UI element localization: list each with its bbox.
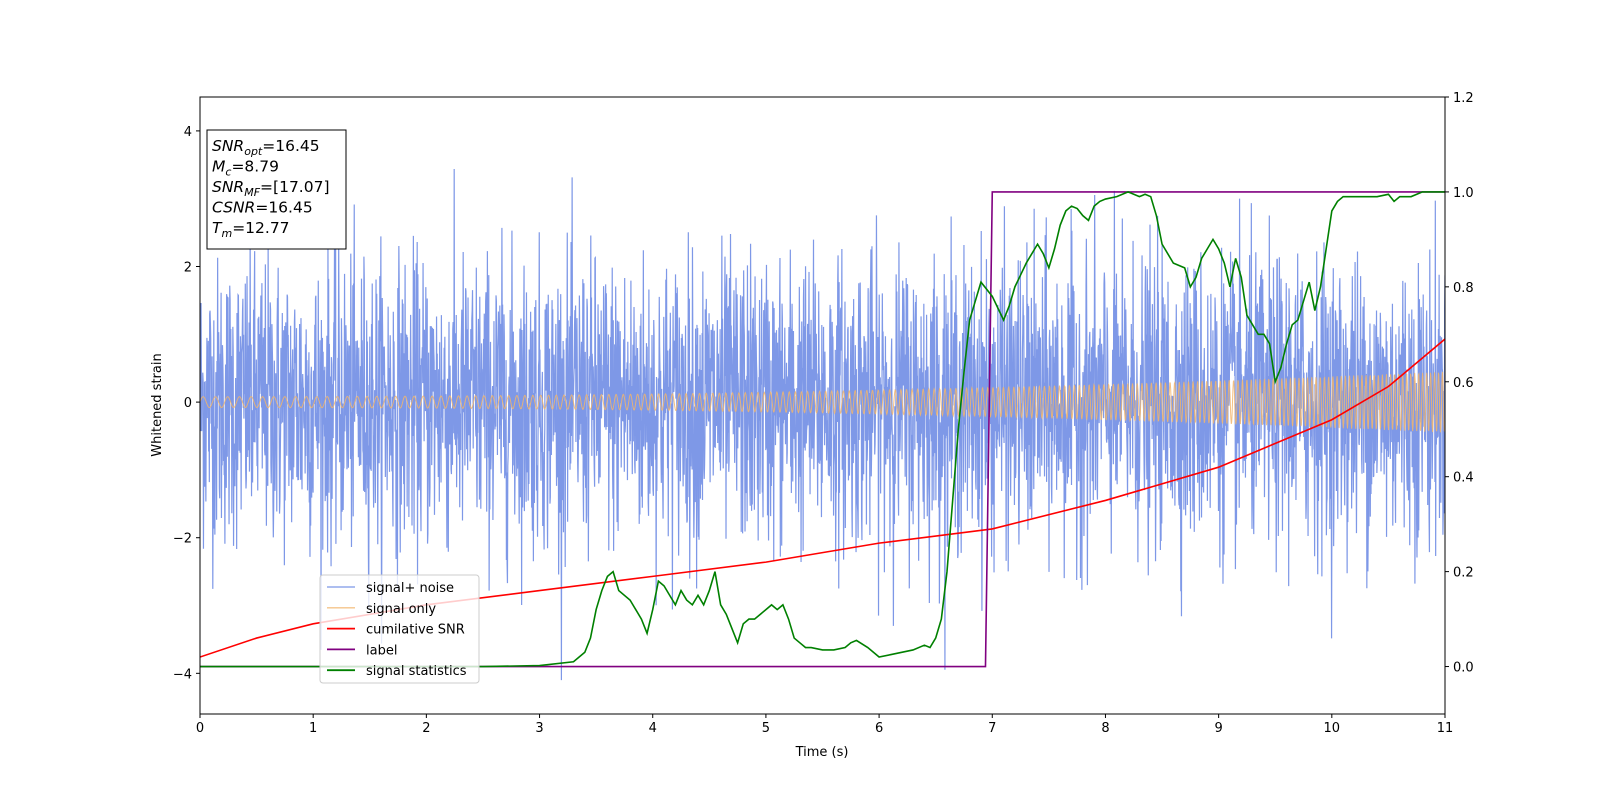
y2-tick-label: 0.2 (1453, 566, 1474, 581)
series-line-signal-statistics (200, 191, 1445, 668)
annotation-value: =16.45 (255, 199, 312, 217)
legend-label: signal statistics (366, 664, 467, 679)
legend-label: signal only (366, 602, 436, 617)
annotation-frame (206, 129, 347, 250)
y2-tick-label: 0.4 (1453, 471, 1474, 486)
x-tick-label: 4 (649, 721, 657, 736)
x-axis-label: Time (s) (795, 745, 849, 760)
annotation-symbol: CSNR (212, 199, 255, 217)
annotation-value: =12.77 (232, 219, 289, 237)
y-tick-label: 4 (184, 125, 192, 140)
x-tick-label: 9 (1214, 721, 1222, 736)
x-tick-label: 1 (309, 721, 317, 736)
annotation-value: =[17.07] (260, 178, 329, 196)
y-axis-left: −4 −2 0 2 4 (173, 125, 200, 682)
annotation-line: SNRMF=[17.07] (212, 178, 330, 199)
x-tick-label: 6 (875, 721, 883, 736)
snr-annotation-box: SNRopt=16.45Mc=8.79SNRMF=[17.07]CSNR=16.… (206, 129, 347, 250)
y2-tick-label: 0.6 (1453, 376, 1474, 391)
x-axis: 0 1 2 3 4 5 6 7 8 9 10 11 (196, 714, 1453, 736)
y-tick-label: 2 (184, 261, 192, 276)
annotation-value: =8.79 (231, 158, 279, 176)
annotation-subscript: opt (244, 145, 263, 158)
legend: signal+ noise signal only cumilative SNR la… (319, 574, 480, 684)
y2-tick-label: 1.2 (1453, 91, 1474, 106)
annotation-subscript: m (221, 227, 232, 240)
annotation-subscript: MF (244, 186, 260, 199)
x-tick-label: 10 (1324, 721, 1341, 736)
annotation-value: =16.45 (262, 137, 319, 155)
y2-tick-label: 1.0 (1453, 186, 1474, 201)
annotation-line: CSNR=16.45 (212, 199, 313, 217)
x-tick-label: 7 (988, 721, 996, 736)
legend-label: signal+ noise (366, 581, 454, 596)
x-tick-label: 5 (762, 721, 770, 736)
y2-tick-label: 0.8 (1453, 281, 1474, 296)
plot-frame (199, 96, 1446, 715)
x-tick-label: 8 (1101, 721, 1109, 736)
x-tick-label: 3 (535, 721, 543, 736)
annotation-subscript: c (225, 166, 231, 179)
annotation-line: Tm=12.77 (212, 219, 290, 240)
x-tick-label: 0 (196, 721, 204, 736)
annotation-symbol: SNR (212, 137, 244, 155)
series-line-label (200, 191, 1445, 668)
annotation-symbol: T (212, 219, 223, 237)
y-tick-label: 0 (184, 396, 192, 411)
annotation-line: SNRopt=16.45 (212, 137, 320, 158)
y2-tick-label: 0.0 (1453, 661, 1474, 676)
y-axis-label: Whitened strain (150, 353, 165, 456)
annotation-symbol: SNR (212, 178, 244, 196)
y-tick-label: −2 (173, 532, 192, 547)
series-line-signal-noise (200, 168, 1445, 681)
x-tick-label: 2 (422, 721, 430, 736)
annotation-line: Mc=8.79 (212, 158, 279, 179)
y-axis-right: 0.0 0.2 0.4 0.6 0.8 1.0 1.2 (1445, 91, 1474, 676)
legend-label: label (366, 643, 397, 658)
legend-label: cumilative SNR (366, 623, 465, 638)
annotation-symbol: M (212, 158, 225, 176)
y-tick-label: −4 (173, 667, 192, 682)
series-layer (200, 168, 1445, 681)
series-line-signal-only (200, 371, 1445, 433)
legend-frame (319, 574, 480, 684)
x-tick-label: 11 (1437, 721, 1454, 736)
